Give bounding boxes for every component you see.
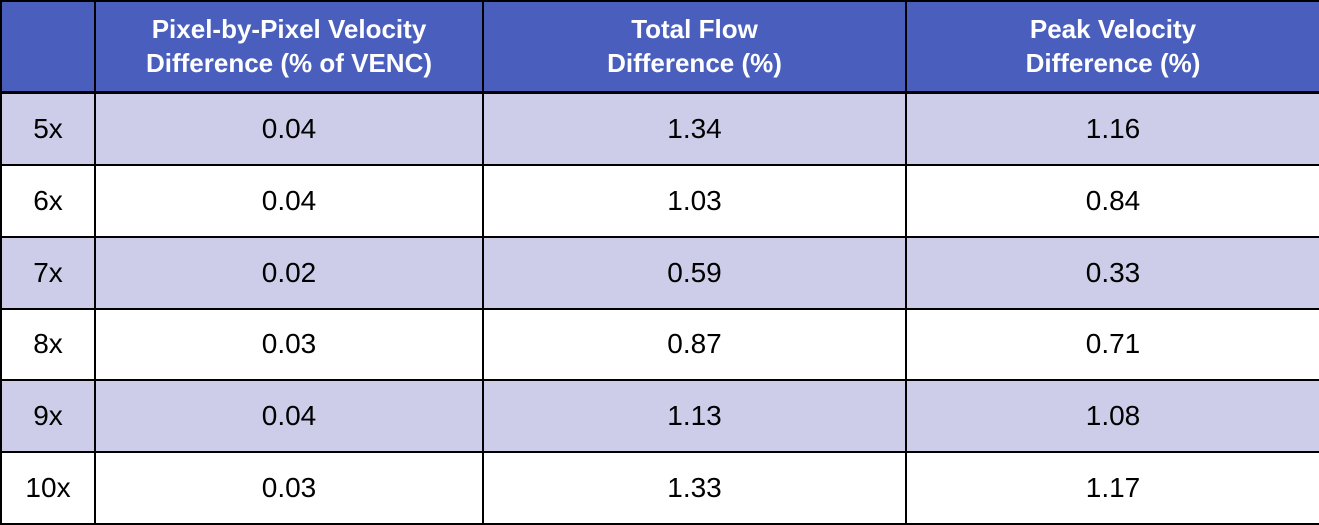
total-flow-value-cell: 0.87 [482, 307, 907, 382]
header-peak-velocity-difference: Peak Velocity Difference (%) [905, 0, 1319, 94]
row-label-cell: 8x [0, 307, 96, 382]
pixel-velocity-value-cell: 0.04 [94, 379, 484, 454]
table-row-6x: 6x 0.04 1.03 0.84 [0, 163, 1319, 238]
header-corner-cell [0, 0, 96, 94]
peak-velocity-value-cell: 1.08 [905, 379, 1319, 454]
table-row-9x: 9x 0.04 1.13 1.08 [0, 379, 1319, 454]
header-total-flow-difference: Total Flow Difference (%) [482, 0, 907, 94]
row-label-cell: 7x [0, 235, 96, 310]
header-row: Pixel-by-Pixel Velocity Difference (% of… [0, 0, 1319, 94]
pixel-velocity-value-cell: 0.02 [94, 235, 484, 310]
total-flow-value-cell: 1.03 [482, 163, 907, 238]
table-row-8x: 8x 0.03 0.87 0.71 [0, 307, 1319, 382]
row-label-cell: 6x [0, 163, 96, 238]
total-flow-value-cell: 1.13 [482, 379, 907, 454]
row-label-cell: 5x [0, 91, 96, 166]
peak-velocity-value-cell: 0.33 [905, 235, 1319, 310]
total-flow-value-cell: 1.33 [482, 451, 907, 525]
pixel-velocity-value-cell: 0.03 [94, 307, 484, 382]
pixel-velocity-value-cell: 0.04 [94, 163, 484, 238]
table-row-5x: 5x 0.04 1.34 1.16 [0, 91, 1319, 166]
row-label-cell: 9x [0, 379, 96, 454]
header-pixel-velocity-difference: Pixel-by-Pixel Velocity Difference (% of… [94, 0, 484, 94]
table-row-7x: 7x 0.02 0.59 0.33 [0, 235, 1319, 310]
row-label-cell: 10x [0, 451, 96, 525]
peak-velocity-value-cell: 1.17 [905, 451, 1319, 525]
pixel-velocity-value-cell: 0.03 [94, 451, 484, 525]
pixel-velocity-value-cell: 0.04 [94, 91, 484, 166]
peak-velocity-value-cell: 1.16 [905, 91, 1319, 166]
peak-velocity-value-cell: 0.84 [905, 163, 1319, 238]
peak-velocity-value-cell: 0.71 [905, 307, 1319, 382]
total-flow-value-cell: 0.59 [482, 235, 907, 310]
total-flow-value-cell: 1.34 [482, 91, 907, 166]
table-row-10x: 10x 0.03 1.33 1.17 [0, 451, 1319, 525]
